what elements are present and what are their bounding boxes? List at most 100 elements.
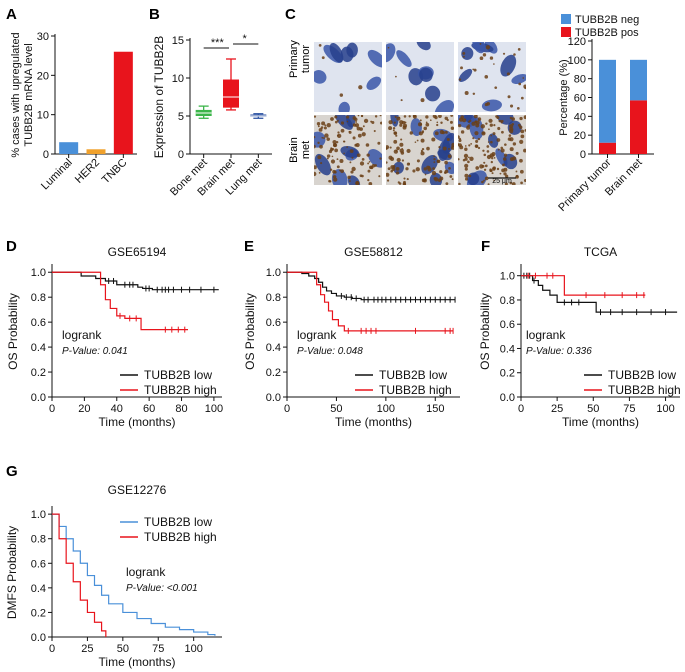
cell-nucleus bbox=[329, 42, 344, 63]
stain-dot bbox=[481, 164, 485, 168]
stain-dot bbox=[500, 148, 505, 153]
stain-dot bbox=[346, 115, 350, 119]
stain-dot bbox=[393, 139, 398, 144]
stain-dot bbox=[419, 119, 422, 122]
stain-dot bbox=[492, 132, 496, 136]
stain-dot bbox=[473, 68, 477, 72]
stain-dot bbox=[395, 134, 398, 137]
stain-dot bbox=[355, 121, 358, 123]
stain-dot bbox=[377, 141, 381, 145]
x-tick-label: 0 bbox=[49, 403, 55, 415]
x-tick-label: 0 bbox=[49, 643, 55, 655]
stain-dot bbox=[351, 166, 356, 172]
stain-dot bbox=[352, 116, 357, 120]
stain-dot bbox=[405, 167, 409, 171]
stain-dot bbox=[412, 169, 416, 173]
stain-dot bbox=[317, 155, 322, 160]
bar bbox=[86, 149, 106, 154]
y-tick-label: 1.0 bbox=[500, 271, 515, 283]
stacked-bar-segment bbox=[630, 59, 647, 101]
stain-dot bbox=[475, 139, 479, 143]
y-tick-label: 0.2 bbox=[500, 368, 515, 380]
stain-dot bbox=[418, 131, 423, 136]
chart-d-survival: 0.0 0.2 0.4 0.6 0.8 1.0 0 20 40 60 80 100 GSE65194 Ti… bbox=[6, 245, 223, 429]
stain-dot bbox=[401, 147, 404, 150]
stain-dot bbox=[493, 124, 496, 127]
x-tick-label: HER2 bbox=[73, 157, 102, 186]
stain-dot bbox=[509, 147, 514, 152]
stain-dot bbox=[502, 157, 507, 161]
stain-dot bbox=[361, 174, 364, 178]
chart-title: GSE12276 bbox=[108, 483, 167, 497]
stain-dot bbox=[515, 151, 519, 155]
y-tick-label: 0.0 bbox=[266, 392, 281, 404]
stain-dot bbox=[497, 148, 500, 151]
stain-dot bbox=[470, 142, 473, 145]
stain-dot bbox=[464, 167, 468, 171]
stain-dot bbox=[484, 164, 488, 168]
scale-bar-label: 25 μm bbox=[492, 178, 512, 185]
stain-dot bbox=[511, 117, 516, 121]
micrograph-tile bbox=[458, 115, 526, 185]
x-axis-title: Time (months) bbox=[335, 415, 412, 429]
stain-dot bbox=[475, 115, 478, 117]
stain-dot bbox=[449, 175, 453, 178]
bar bbox=[113, 51, 133, 154]
stain-dot bbox=[444, 130, 448, 134]
stain-dot bbox=[406, 178, 409, 181]
y-axis-title: DMFS Probability bbox=[5, 526, 19, 619]
stain-dot bbox=[448, 167, 451, 170]
stain-dot bbox=[329, 168, 333, 171]
stain-dot bbox=[459, 145, 464, 150]
x-tick-label: 100 bbox=[377, 403, 395, 415]
stain-dot bbox=[317, 125, 320, 128]
stain-dot bbox=[522, 77, 525, 79]
cell-nucleus bbox=[511, 73, 526, 84]
stacked-bar-segment bbox=[599, 142, 616, 154]
stain-dot bbox=[491, 172, 494, 175]
cell-nucleus bbox=[367, 49, 382, 68]
legend-label: TUBB2B low bbox=[379, 368, 447, 382]
stain-dot bbox=[460, 130, 465, 134]
stain-dot bbox=[342, 140, 345, 143]
stain-dot bbox=[436, 159, 440, 163]
y-tick-label: 10 bbox=[172, 73, 184, 85]
stain-dot bbox=[357, 133, 362, 138]
stain-dot bbox=[462, 55, 465, 58]
cell-nucleus bbox=[472, 42, 486, 54]
stain-dot bbox=[458, 138, 462, 143]
stain-dot bbox=[388, 126, 393, 131]
stain-dot bbox=[396, 146, 400, 151]
stain-dot bbox=[485, 122, 488, 125]
stain-dot bbox=[425, 122, 430, 127]
y-axis-title: TUBB2B mRNA level bbox=[23, 43, 35, 146]
stain-dot bbox=[334, 148, 338, 153]
stain-dot bbox=[433, 161, 436, 164]
stain-dot bbox=[477, 137, 481, 141]
y-tick-label: 1.0 bbox=[31, 509, 46, 521]
stain-dot bbox=[406, 148, 411, 154]
stain-dot bbox=[368, 182, 373, 185]
stain-dot bbox=[482, 53, 487, 57]
y-tick-label: 1.0 bbox=[31, 267, 46, 279]
stain-dot bbox=[474, 144, 479, 148]
survival-curve bbox=[287, 271, 456, 301]
survival-curve bbox=[521, 275, 678, 313]
y-tick-label: 15 bbox=[172, 35, 184, 47]
stain-dot bbox=[356, 153, 361, 158]
stain-dot bbox=[434, 131, 439, 136]
y-axis-title: Percentage (%) bbox=[558, 59, 570, 135]
stain-dot bbox=[474, 120, 478, 124]
survival-curve bbox=[52, 513, 107, 637]
stain-dot bbox=[436, 121, 439, 124]
y-axis-title: % cases with upregulated bbox=[10, 32, 22, 157]
stain-dot bbox=[326, 137, 330, 141]
stain-dot bbox=[317, 141, 320, 145]
stain-dot bbox=[524, 129, 526, 132]
stain-dot bbox=[483, 168, 487, 171]
cell-nucleus bbox=[367, 149, 382, 168]
stain-dot bbox=[415, 167, 420, 172]
stain-dot bbox=[361, 132, 366, 137]
p-value-label: P-Value: <0.001 bbox=[126, 583, 198, 594]
stain-dot bbox=[507, 137, 512, 141]
